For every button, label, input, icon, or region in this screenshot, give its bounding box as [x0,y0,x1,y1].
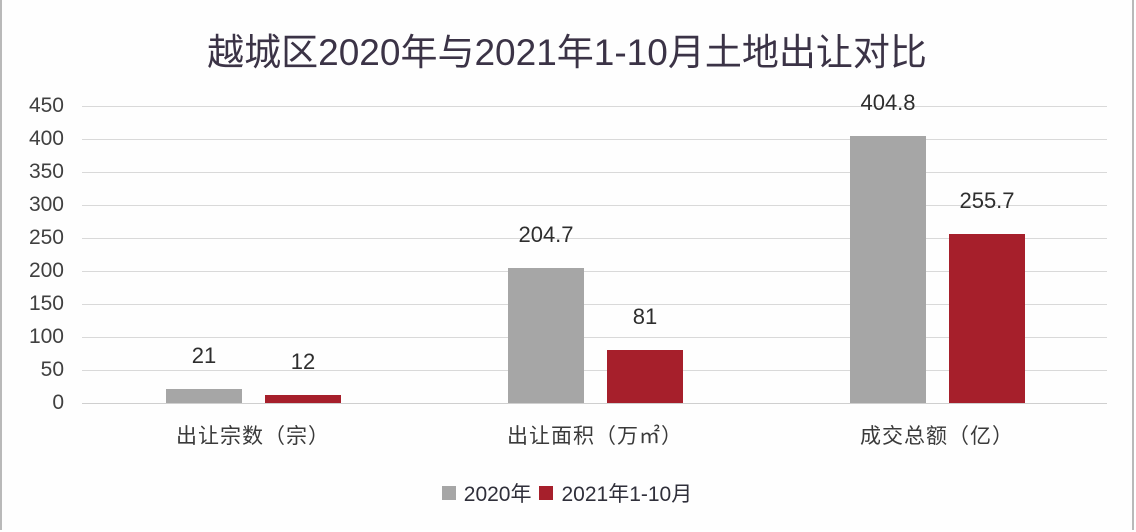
legend-label: 2020年 [463,483,532,506]
legend-swatch [539,486,554,500]
data-label: 255.7 [959,188,1015,213]
legend: 2020年 2021年1-10月 [2,478,1132,508]
y-tick-label: 200 [28,259,64,282]
legend-swatch [441,486,456,500]
bar-2020 [850,136,926,403]
gridline [82,238,1107,239]
gridline [82,205,1107,206]
data-label: 81 [632,304,658,329]
y-tick-label: 350 [28,160,64,183]
data-label: 21 [191,343,217,368]
gridline [82,304,1107,305]
y-tick-label: 250 [28,226,64,249]
data-label: 204.7 [518,222,574,247]
bar-2021 [607,350,683,403]
legend-item: 2021年1-10月 [539,478,692,508]
data-label: 404.8 [860,90,916,115]
gridline [82,403,1107,404]
chart-title: 越城区2020年与2021年1-10月土地出让对比 [207,32,927,73]
legend-item: 2020年 [441,478,532,508]
bar-2020 [508,268,584,403]
y-tick-label: 0 [52,391,64,414]
y-tick-label: 450 [28,94,64,117]
x-category-label: 出让宗数（宗） [176,425,330,448]
gridline [82,337,1107,338]
y-tick-label: 150 [28,292,64,315]
gridline [82,370,1107,371]
y-tick-label: 100 [28,325,64,348]
bar-2021 [265,395,341,403]
x-category-label: 出让面积（万㎡） [507,425,683,448]
y-tick-label: 50 [40,358,64,381]
gridline [82,271,1107,272]
bar-2020 [166,389,242,403]
legend-label: 2021年1-10月 [561,483,693,506]
y-tick-label: 400 [28,127,64,150]
gridline [82,106,1107,107]
y-tick-label: 300 [28,193,64,216]
x-category-label: 成交总额（亿） [860,425,1014,448]
bar-2021 [949,234,1025,403]
gridline [82,172,1107,173]
data-label: 12 [290,349,316,374]
gridline [82,139,1107,140]
